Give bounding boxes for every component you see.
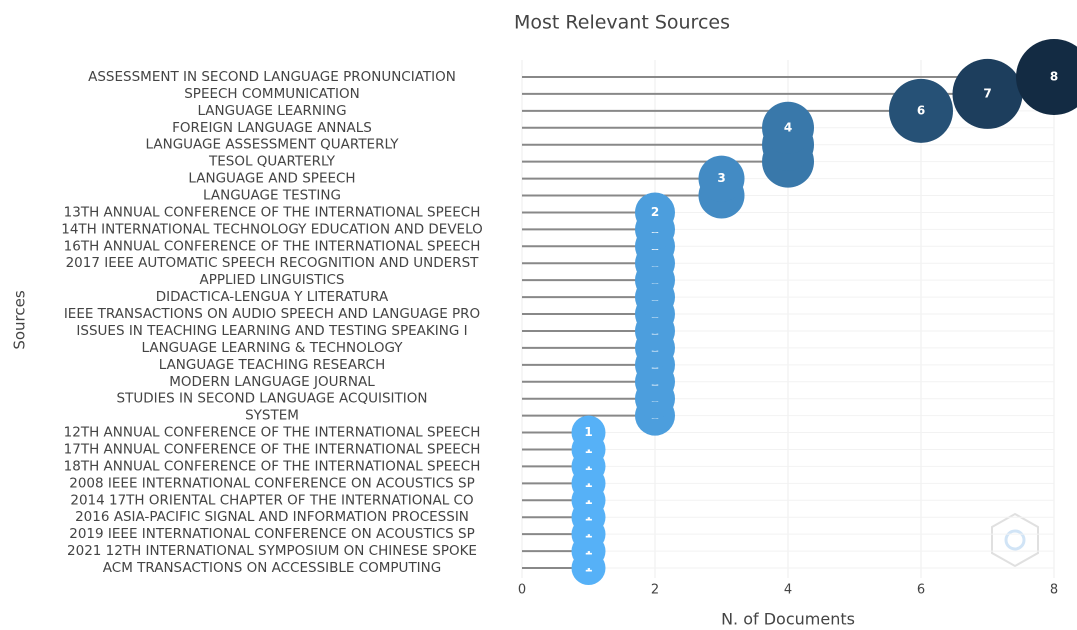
y-tick-label: ACM TRANSACTIONS ON ACCESSIBLE COMPUTING	[103, 560, 441, 576]
data-label: 3	[717, 171, 725, 185]
y-tick-label: IEEE TRANSACTIONS ON AUDIO SPEECH AND LA…	[64, 306, 480, 322]
y-tick-label: LANGUAGE TEACHING RESEARCH	[159, 357, 386, 373]
x-tick-label: 6	[917, 583, 925, 598]
bubble	[635, 192, 675, 233]
y-tick-label: LANGUAGE AND SPEECH	[188, 171, 355, 187]
y-tick-label: LANGUAGE TESTING	[203, 188, 341, 204]
y-tick-label: 16TH ANNUAL CONFERENCE OF THE INTERNATIO…	[64, 238, 481, 254]
y-tick-label: SYSTEM	[245, 408, 299, 424]
bubble	[571, 415, 606, 450]
y-tick-label: 2019 IEEE INTERNATIONAL CONFERENCE ON AC…	[69, 526, 474, 542]
y-axis-label: Sources	[11, 290, 29, 350]
data-label: 1	[584, 425, 592, 439]
bubble	[762, 101, 814, 154]
bubble	[889, 78, 953, 143]
y-tick-label: ASSESSMENT IN SECOND LANGUAGE PRONUNCIAT…	[88, 69, 456, 85]
y-tick-label: 18TH ANNUAL CONFERENCE OF THE INTERNATIO…	[64, 458, 481, 474]
y-tick-label: 17TH ANNUAL CONFERENCE OF THE INTERNATIO…	[64, 441, 481, 457]
y-tick-label: SPEECH COMMUNICATION	[184, 86, 360, 102]
watermark	[991, 512, 1039, 568]
y-tick-label: TESOL QUARTERLY	[208, 154, 336, 170]
y-tick-label: 2014 17TH ORIENTAL CHAPTER OF THE INTERN…	[70, 492, 473, 508]
data-label: 6	[917, 103, 925, 117]
y-tick-label: 2016 ASIA-PACIFIC SIGNAL AND INFORMATION…	[75, 509, 469, 525]
chart-title: Most Relevant Sources	[514, 12, 730, 34]
bubble	[952, 58, 1023, 129]
x-tick-label: 0	[518, 583, 526, 598]
y-tick-label: FOREIGN LANGUAGE ANNALS	[172, 120, 372, 136]
y-tick-label: ISSUES IN TEACHING LEARNING AND TESTING …	[76, 323, 467, 339]
y-tick-label: 13TH ANNUAL CONFERENCE OF THE INTERNATIO…	[64, 204, 481, 220]
data-label: 7	[983, 86, 991, 100]
y-tick-label: 2021 12TH INTERNATIONAL SYMPOSIUM ON CHI…	[67, 543, 477, 559]
data-label: 2	[651, 205, 659, 219]
y-tick-label: MODERN LANGUAGE JOURNAL	[169, 374, 375, 390]
x-tick-label: 4	[784, 583, 792, 598]
y-tick-label: STUDIES IN SECOND LANGUAGE ACQUISITION	[117, 391, 428, 407]
bubble	[698, 155, 745, 202]
data-label: 8	[1050, 70, 1058, 84]
y-tick-label: LANGUAGE LEARNING & TECHNOLOGY	[142, 340, 404, 356]
x-tick-label: 8	[1050, 583, 1058, 598]
y-tick-label: 14TH INTERNATIONAL TECHNOLOGY EDUCATION …	[61, 221, 483, 237]
data-label: 4	[784, 120, 792, 134]
bubble	[1016, 39, 1077, 115]
y-tick-label: 2017 IEEE AUTOMATIC SPEECH RECOGNITION A…	[66, 255, 480, 271]
y-tick-label: LANGUAGE ASSESSMENT QUARTERLY	[146, 137, 400, 153]
y-tick-label: 2008 IEEE INTERNATIONAL CONFERENCE ON AC…	[69, 475, 474, 491]
y-tick-label: APPLIED LINGUISTICS	[200, 272, 345, 288]
y-tick-label: 12TH ANNUAL CONFERENCE OF THE INTERNATIO…	[64, 425, 481, 441]
y-tick-label: LANGUAGE LEARNING	[197, 103, 346, 119]
x-tick-label: 2	[651, 583, 659, 598]
y-tick-label: DIDACTICA-LENGUA Y LITERATURA	[156, 289, 389, 305]
x-axis-label: N. of Documents	[721, 610, 855, 629]
